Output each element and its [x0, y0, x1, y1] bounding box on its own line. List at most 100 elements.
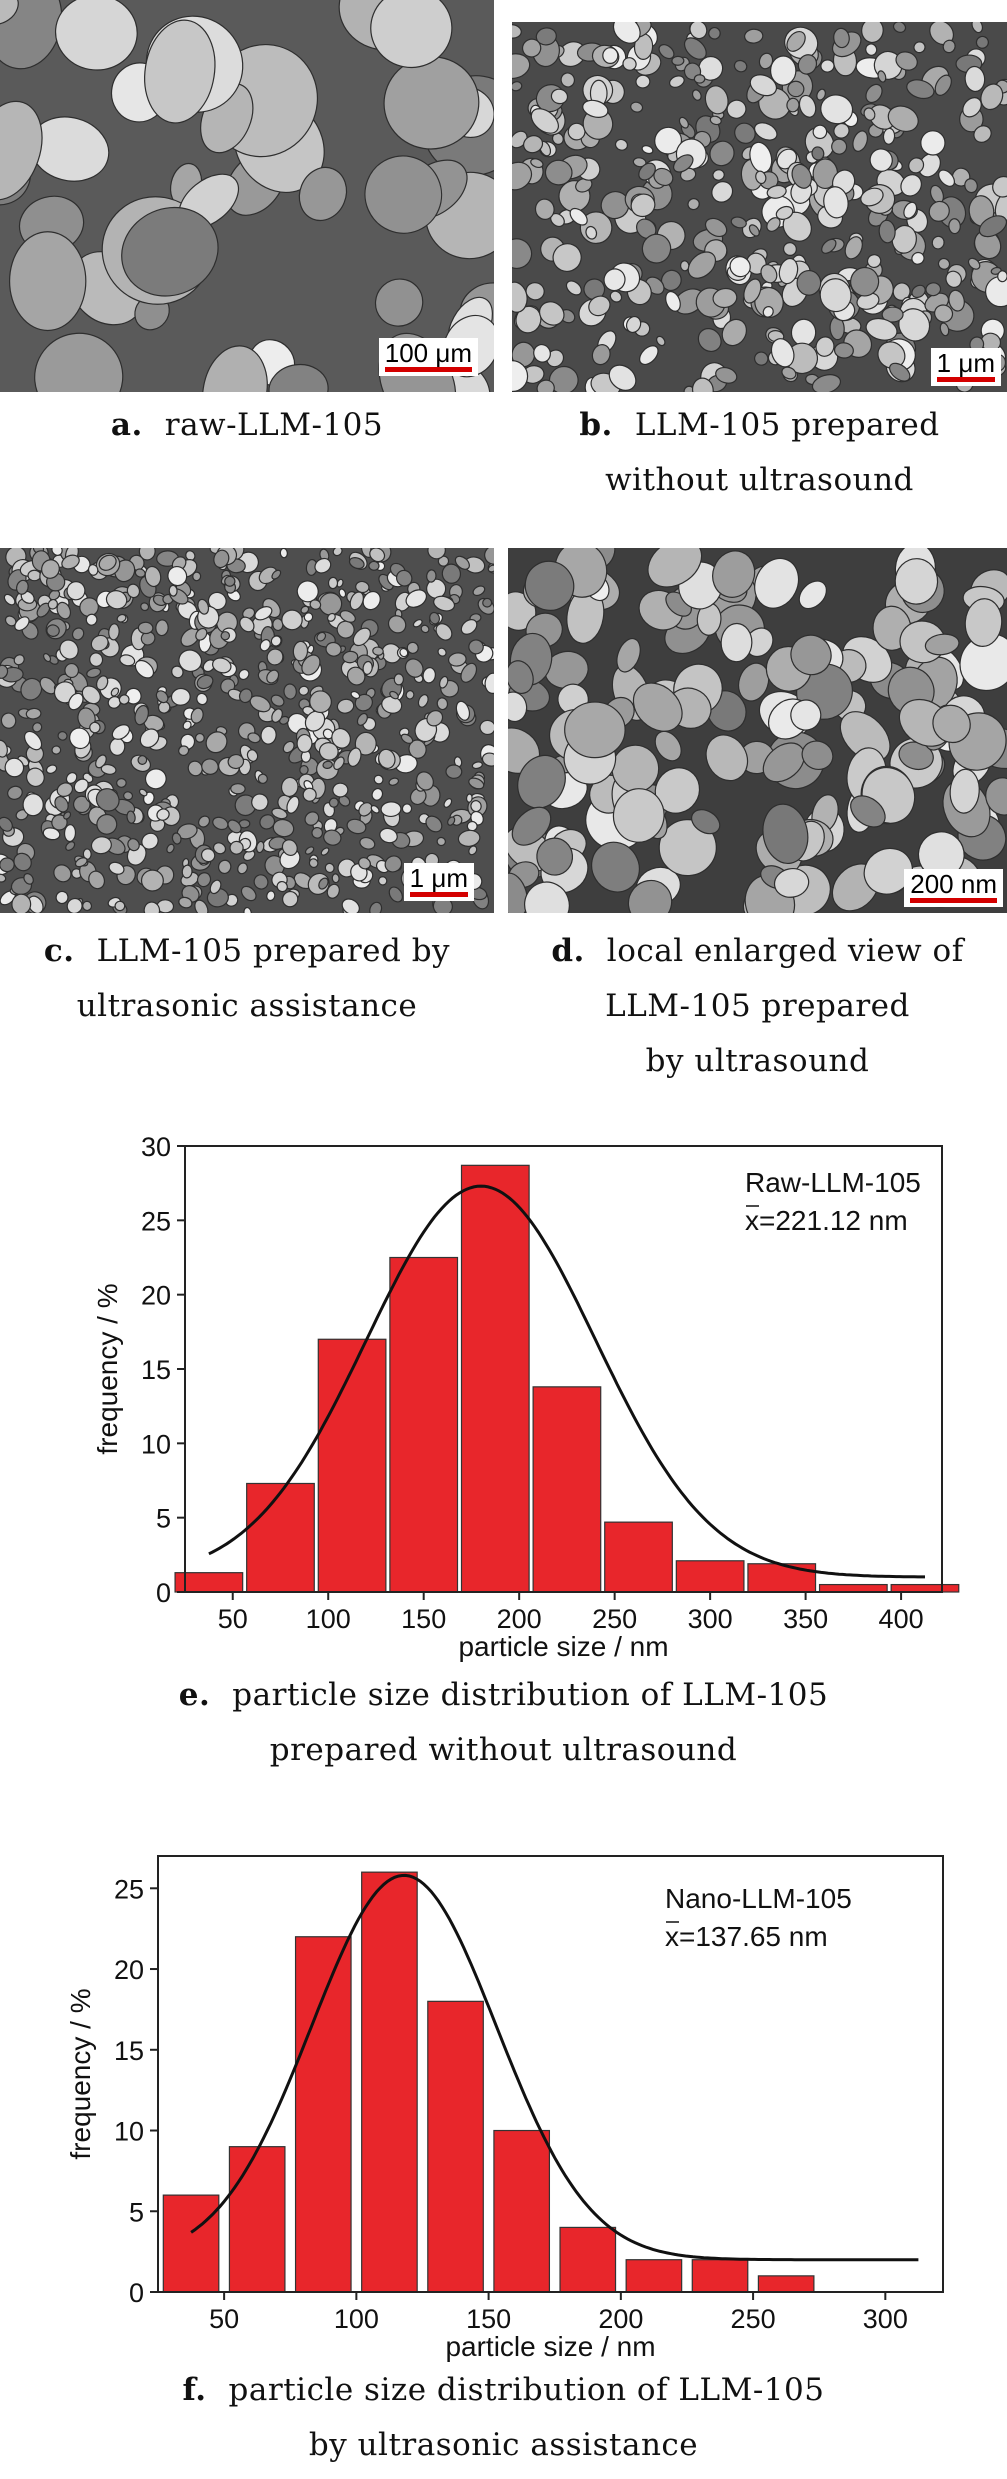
sem-grain	[980, 83, 1004, 111]
sem-grain	[632, 682, 683, 732]
sem-grain	[948, 289, 965, 312]
sem-grain	[47, 598, 59, 610]
sem-grain	[937, 257, 951, 270]
y-tick-label: 30	[141, 1132, 171, 1162]
sem-grain	[964, 598, 1003, 647]
sem-grain	[296, 733, 313, 753]
histogram-bar	[493, 2129, 551, 2293]
sem-grain	[798, 580, 828, 610]
sem-grain	[975, 35, 989, 49]
sem-grain	[786, 97, 800, 113]
sem-grain	[349, 591, 364, 611]
sem-grain	[90, 634, 109, 652]
sem-grain	[405, 690, 415, 700]
sem-grain	[781, 366, 797, 380]
sem-grain	[271, 569, 282, 580]
sem-grain	[564, 701, 626, 759]
sem-grain	[454, 555, 470, 570]
sem-grain	[126, 583, 141, 599]
sem-grain	[524, 560, 575, 611]
sem-grain	[140, 602, 150, 612]
sem-grain	[447, 816, 456, 826]
sem-grain	[346, 818, 367, 835]
sem-grain	[23, 730, 43, 751]
sem-grain	[314, 557, 332, 574]
sem-texture	[0, 548, 494, 913]
sem-grain	[121, 206, 219, 297]
sem-grain	[460, 662, 478, 683]
histogram-bar	[246, 1482, 315, 1593]
sem-grain	[816, 88, 826, 101]
sem-grain	[831, 138, 848, 155]
sem-grain	[166, 843, 175, 854]
sem-grain	[985, 777, 1007, 816]
sem-grain	[227, 819, 242, 834]
sem-grain	[908, 157, 925, 174]
caption-d: d. local enlarged view of LLM-105 prepare…	[508, 924, 1007, 1089]
sem-grain	[412, 619, 423, 628]
sem-grain	[239, 616, 255, 633]
x-tick-label: 200	[598, 2304, 643, 2334]
sem-grain	[209, 879, 222, 895]
histogram-bar	[317, 1338, 387, 1593]
sem-grain	[318, 742, 339, 761]
sem-grain	[530, 108, 559, 134]
caption-e: e. particle size distribution of LLM-105 …	[0, 1668, 1007, 1778]
sem-grain	[691, 89, 702, 101]
sem-grain	[316, 631, 327, 642]
sem-grain	[201, 758, 219, 775]
sem-grain	[925, 282, 942, 297]
sem-grain	[238, 668, 250, 681]
scale-bar: 1 μm	[403, 863, 474, 901]
sem-grain	[212, 657, 232, 674]
sem-grain	[602, 47, 619, 65]
sem-grain	[304, 811, 320, 826]
sem-grain	[911, 284, 926, 299]
caption-letter: d.	[551, 933, 585, 969]
sem-grain	[371, 787, 384, 801]
sem-image-local-enlarged: 200 nm	[508, 548, 1007, 913]
sem-grain	[68, 692, 84, 711]
sem-grain	[603, 268, 626, 292]
sem-grain	[769, 55, 797, 86]
sem-grain	[196, 872, 212, 888]
sem-grain	[865, 83, 883, 104]
x-tick-label: 50	[218, 1604, 248, 1634]
caption-b: b. LLM-105 prepared without ultrasound	[512, 398, 1007, 508]
x-tick-label: 200	[497, 1604, 542, 1634]
sem-grain	[641, 233, 672, 264]
sem-grain	[436, 836, 446, 847]
sem-grain	[331, 727, 352, 749]
sem-grain	[457, 829, 481, 847]
sem-grain	[942, 39, 956, 54]
sem-grain	[388, 886, 403, 903]
sem-grain	[895, 51, 918, 71]
sem-grain	[535, 27, 557, 46]
sem-grain	[839, 711, 891, 762]
sem-grain	[689, 22, 708, 40]
sem-texture	[0, 0, 494, 392]
sem-grain	[512, 161, 533, 191]
sem-grain	[171, 665, 184, 679]
sem-grain	[238, 688, 253, 704]
sem-grain	[0, 739, 8, 758]
sem-grain	[7, 785, 23, 800]
sem-grain	[368, 560, 380, 571]
sem-grain	[0, 0, 19, 25]
sem-grain	[508, 691, 528, 723]
sem-grain	[300, 605, 310, 614]
sem-grain	[292, 640, 309, 662]
sem-grain	[865, 317, 898, 341]
sem-grain	[425, 815, 443, 833]
sem-grain	[350, 690, 361, 700]
sem-grain	[281, 839, 298, 857]
sem-grain	[737, 662, 770, 702]
sem-grain	[69, 727, 91, 750]
sem-grain	[622, 57, 637, 71]
sem-grain	[268, 363, 329, 392]
sem-grain	[190, 707, 204, 724]
plot-frame	[157, 1855, 944, 2293]
sem-grain	[678, 116, 689, 129]
caption-line: by ultrasonic assistance	[308, 2427, 699, 2463]
sem-grain	[108, 623, 120, 641]
